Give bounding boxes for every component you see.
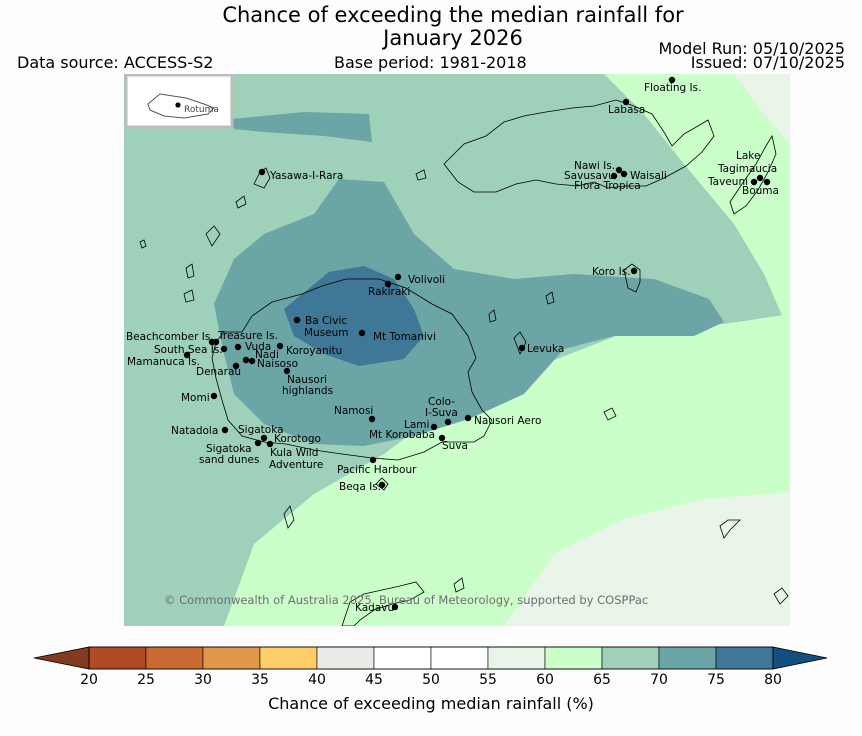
colorbar-segment	[601, 646, 660, 670]
colorbar-tick-label: 40	[308, 672, 326, 688]
colorbar-tick-label: 60	[536, 672, 554, 688]
colorbar-tick-label: 75	[707, 672, 725, 688]
place-label: Lami	[404, 419, 429, 431]
place-label: Kula Wild	[270, 447, 318, 459]
place-label: Savusavu	[564, 170, 615, 182]
place-label: Kadavu	[355, 602, 394, 614]
map-title-line2: January 2026	[383, 26, 523, 50]
base-period: Base period: 1981-2018	[334, 53, 527, 72]
band-55-60-northeast	[734, 74, 790, 144]
colorbar-segment	[316, 646, 375, 670]
place-label: Nawi Is.	[574, 160, 615, 172]
colorbar-tick-label: 25	[137, 672, 155, 688]
model-run: Model Run: 05/10/2025	[658, 39, 846, 58]
colorbar-tick-label: 70	[650, 672, 668, 688]
place-label: Naisoso	[257, 358, 298, 370]
place-label: Beqa Is.	[339, 481, 381, 493]
place-label: Denarau	[196, 366, 241, 378]
place-label: Taveuni	[707, 176, 748, 188]
place-label: Mamanuca Is.	[127, 356, 200, 368]
place-label: Namosi	[334, 405, 373, 417]
band-70-75-north-strip	[232, 112, 372, 142]
place-label: Mt Korobaba	[369, 429, 435, 441]
band-70-75-main	[214, 179, 724, 446]
place-label: Vuda	[245, 341, 271, 353]
place-label: Sigatoka	[206, 443, 252, 455]
place-label: Yasawa-I-Rara	[269, 170, 343, 182]
band-60-65-northeast	[604, 74, 790, 334]
place-label: Colo-	[428, 396, 455, 408]
colorbar-segment	[715, 646, 774, 670]
place-label: Nausori	[287, 374, 327, 386]
place-label: Mt Tomanivi	[373, 331, 436, 343]
rotuma-inset: Rotuma	[124, 74, 234, 129]
colorbar-segment	[202, 646, 261, 670]
place-label: Floating Is.	[644, 82, 701, 94]
colorbar-low-arrow	[33, 646, 90, 670]
place-markers	[183, 76, 771, 611]
place-label: Sigatoka	[238, 424, 284, 436]
colorbar-tick-label: 50	[422, 672, 440, 688]
colorbar-segment	[88, 646, 147, 670]
place-label: Adventure	[269, 459, 323, 471]
colorbar-tick-label: 80	[764, 672, 782, 688]
place-label: Nausori Aero	[474, 415, 541, 427]
colorbar-segment	[259, 646, 318, 670]
colorbar-segment	[658, 646, 717, 670]
coastlines	[139, 99, 789, 626]
place-label: Pacific Harbour	[337, 464, 417, 476]
colorbar-tick-label: 20	[80, 672, 98, 688]
band-55-60-southeast	[504, 492, 790, 626]
colorbar-tick-label: 35	[251, 672, 269, 688]
colorbar-high-arrow	[772, 646, 828, 670]
colorbar-segment	[373, 646, 432, 670]
place-label: Volivoli	[408, 274, 445, 286]
place-label: Treasure Is.	[217, 330, 278, 342]
data-source: Data source: ACCESS-S2	[17, 53, 214, 72]
place-label: Nadi	[255, 349, 279, 361]
band-75-80-core	[284, 266, 424, 366]
issued-date: Issued: 07/10/2025	[690, 53, 845, 72]
place-label: Koro Is.	[592, 266, 631, 278]
place-label: highlands	[282, 385, 333, 397]
copyright-notice: © Commonwealth of Australia 2025, Bureau…	[164, 593, 648, 607]
place-labels: Floating Is. Labasa Yasawa-I-Rara Nawi I…	[126, 82, 779, 614]
place-label: Labasa	[608, 104, 645, 116]
place-label: Natadola	[171, 425, 218, 437]
map-title-line1: Chance of exceeding the median rainfall …	[222, 3, 684, 27]
place-label: Bouma	[742, 185, 779, 197]
colorbar-segment	[430, 646, 489, 670]
place-label: Koroyanitu	[286, 345, 342, 357]
place-label: Lake	[736, 150, 760, 162]
place-label: Suva	[442, 440, 468, 452]
place-label: Waisali	[630, 170, 667, 182]
place-label: Levuka	[527, 343, 564, 355]
place-label: Beachcomber Is.	[126, 331, 214, 343]
place-label: South Sea Is.	[154, 344, 223, 356]
place-label: Momi	[181, 392, 210, 404]
colorbar-segment	[544, 646, 603, 670]
colorbar-tick-label: 65	[593, 672, 611, 688]
colorbar-tick-label: 55	[479, 672, 497, 688]
place-label: Korotogo	[274, 433, 321, 445]
place-label: sand dunes	[199, 454, 259, 466]
colorbar	[33, 646, 828, 670]
rotuma-label: Rotuma	[184, 105, 219, 115]
place-label: Rakiraki	[368, 286, 410, 298]
place-label: Ba Civic	[305, 315, 347, 327]
place-label: Museum	[304, 327, 349, 339]
place-label: I-Suva	[425, 407, 458, 419]
place-label: Flora Tropica	[574, 180, 641, 192]
colorbar-tick-label: 45	[365, 672, 383, 688]
colorbar-tick-label: 30	[194, 672, 212, 688]
colorbar-segment	[145, 646, 204, 670]
place-label: Tagimaucia	[717, 163, 777, 175]
colorbar-label: Chance of exceeding median rainfall (%)	[268, 694, 594, 713]
colorbar-segment	[487, 646, 546, 670]
rainfall-map: Rotuma Floating Is. Labasa Yasawa-I-Rara…	[124, 74, 790, 626]
